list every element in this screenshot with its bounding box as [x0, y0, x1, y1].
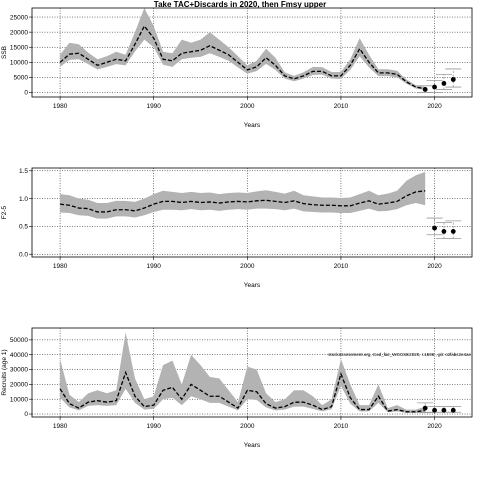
y-axis-label: SSB — [1, 46, 8, 59]
y-tick-label: 20000 — [10, 382, 28, 389]
plot-frame — [31, 167, 473, 258]
y-axis-label: F2-5 — [1, 205, 8, 219]
x-axis-label: Years — [244, 122, 261, 129]
y-tick-label: 10000 — [10, 60, 28, 67]
ssb-panel: 1980 1990 2000 2010 2020 0 5000 10000 15000 20000… — [1, 7, 473, 129]
y-tick-label: 15000 — [10, 44, 28, 51]
x-tick-label: 1990 — [146, 423, 161, 430]
median-line — [59, 370, 426, 413]
confidence-band — [60, 332, 426, 413]
y-tick-label: 40000 — [10, 352, 28, 359]
median-line — [59, 24, 426, 90]
y-axis-label: Recruits (age 1) — [1, 349, 8, 395]
forecast-point — [450, 229, 456, 234]
fishing-mortality-panel: 1980 1990 2000 2010 2020 0.0 0.5 1.0 1.5 Years F2-… — [1, 167, 473, 289]
y-tick-label: 5000 — [14, 75, 29, 82]
forecast-point — [432, 84, 437, 90]
forecast-point — [450, 407, 456, 413]
x-tick-label: 2000 — [240, 423, 255, 430]
x-tick-label: 2000 — [240, 263, 255, 270]
x-tick-label: 2020 — [427, 103, 442, 110]
x-tick-label: 2020 — [427, 423, 442, 430]
y-tick-label: 0.0 — [19, 251, 28, 258]
forecast-point — [422, 87, 428, 92]
recruitment-panel: 1980 1990 2000 2010 2020 0 10000 20000 30000 4000… — [1, 327, 473, 449]
x-tick-label: 1980 — [53, 263, 68, 270]
y-tick-label: 25000 — [10, 14, 28, 21]
y-tick-label: 1.0 — [19, 196, 28, 203]
x-tick-label: 2010 — [334, 103, 349, 110]
y-tick-label: 10000 — [10, 396, 28, 403]
x-tick-label: 2000 — [240, 103, 255, 110]
x-tick-label: 2010 — [334, 263, 349, 270]
y-tick-label: 1.5 — [19, 168, 28, 175]
forecast-point — [432, 407, 437, 413]
median-line — [60, 190, 426, 213]
forecast-point — [441, 407, 447, 413]
y-tick-label: 0 — [24, 411, 28, 418]
x-tick-label: 1980 — [53, 423, 68, 430]
watermark-annotation: stockassessment.org, Cod_faz_WGCSE2020, … — [328, 352, 471, 357]
y-tick-label: 0 — [24, 90, 28, 97]
x-tick-label: 1990 — [146, 263, 161, 270]
y-tick-label: 20000 — [10, 29, 28, 36]
x-tick-label: 2010 — [334, 423, 349, 430]
forecast-point — [450, 77, 456, 82]
plot-frame — [31, 327, 473, 418]
x-tick-label: 1990 — [146, 103, 161, 110]
confidence-band — [60, 8, 426, 91]
forecast-point — [432, 225, 437, 231]
page-title: Take TAC+Discards in 2020, then Fmsy upp… — [153, 0, 327, 9]
forecast-point — [441, 81, 447, 86]
y-tick-label: 0.5 — [19, 224, 28, 231]
y-tick-label: 50000 — [10, 337, 28, 344]
x-tick-label: 1980 — [53, 103, 68, 110]
x-axis-label: Years — [244, 442, 261, 449]
x-axis-label: Years — [244, 282, 261, 289]
forecast-point — [441, 229, 447, 234]
forecast-point — [422, 405, 428, 411]
x-tick-label: 2020 — [427, 263, 442, 270]
plot-frame — [31, 7, 473, 98]
confidence-band — [60, 171, 426, 219]
y-tick-label: 30000 — [10, 367, 28, 374]
